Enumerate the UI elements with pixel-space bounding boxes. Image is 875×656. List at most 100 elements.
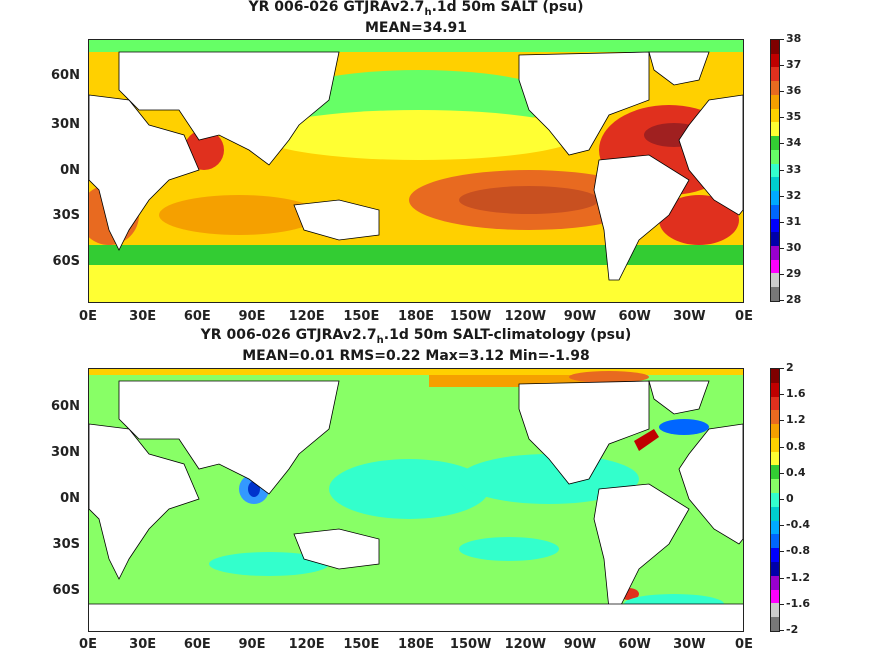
chart2-ylabel-60n: 60N: [51, 399, 80, 414]
chart1-map-svg: [89, 40, 743, 302]
chart1-ylabel-0n: 0N: [60, 163, 80, 178]
colorbar-swatch: [771, 177, 779, 192]
x-tick-label: 30W: [673, 637, 706, 652]
colorbar-swatch: [771, 396, 779, 411]
colorbar-swatch: [771, 520, 779, 535]
x-tick-label: 120E: [288, 637, 325, 652]
colorbar-label: 0.8: [786, 439, 806, 453]
colorbar-swatch: [771, 40, 779, 54]
x-tick-label: 180E: [397, 637, 435, 652]
x-tick-label: 60E: [183, 309, 211, 324]
colorbar-swatch: [771, 534, 779, 549]
x-tick-label: 0E: [735, 309, 753, 324]
x-tick-label: 60E: [183, 637, 211, 652]
colorbar-swatch: [771, 218, 779, 233]
colorbar-swatch: [771, 259, 779, 274]
x-tick-label: 150W: [449, 637, 492, 652]
colorbar-swatch: [771, 479, 779, 494]
x-tick-label: 60W: [618, 309, 651, 324]
colorbar-label: 33: [786, 162, 802, 176]
x-tick-label: 90E: [238, 637, 266, 652]
x-tick-label: 90W: [563, 637, 597, 652]
chart2-colorbar: [770, 368, 780, 632]
colorbar-swatch: [771, 53, 779, 68]
chart2-map: [88, 368, 744, 632]
colorbar-swatch: [771, 273, 779, 288]
chart2-ylabel-30n: 30N: [51, 445, 80, 460]
chart1-colorbar: [770, 39, 780, 302]
colorbar-tick: [780, 394, 784, 396]
colorbar-tick: [780, 143, 784, 145]
colorbar-tick: [780, 603, 784, 605]
colorbar-swatch: [771, 548, 779, 562]
colorbar-tick: [780, 551, 784, 553]
colorbar-swatch: [771, 603, 779, 618]
colorbar-swatch: [771, 122, 779, 137]
chart2-title-line1: YR 006-026 GTJRAv2.7h.1d 50m SALT-climat…: [88, 326, 744, 350]
x-tick-label: 120E: [288, 309, 325, 324]
colorbar-swatch: [771, 94, 779, 109]
colorbar-swatch: [771, 424, 779, 438]
colorbar-tick: [780, 169, 784, 171]
chart2-title-a: YR 006-026 GTJRAv2.7: [200, 327, 377, 343]
colorbar-label: 29: [786, 266, 802, 280]
x-tick-label: 60W: [618, 637, 651, 652]
colorbar-swatch: [771, 136, 779, 150]
chart1-title-line2: MEAN=34.91: [364, 20, 468, 36]
colorbar-swatch: [771, 575, 779, 590]
x-tick-label: 150E: [343, 637, 380, 652]
x-tick-label: 30E: [129, 637, 157, 652]
colorbar-tick: [780, 91, 784, 93]
colorbar-swatch: [771, 204, 779, 219]
colorbar-swatch: [771, 617, 779, 631]
colorbar-tick: [780, 221, 784, 223]
x-tick-label: 120W: [504, 309, 547, 324]
colorbar-swatch: [771, 287, 779, 301]
colorbar-swatch: [771, 149, 779, 164]
colorbar-tick: [780, 630, 784, 631]
colorbar-swatch: [771, 506, 779, 521]
colorbar-swatch: [771, 81, 779, 95]
x-tick-label: 90E: [238, 309, 266, 324]
colorbar-label: 37: [786, 58, 802, 72]
colorbar-tick: [780, 525, 784, 527]
colorbar-tick: [780, 446, 784, 448]
colorbar-swatch: [771, 163, 779, 178]
chart2-ylabel-30s: 30S: [52, 537, 80, 552]
colorbar-label: -0.8: [786, 544, 811, 558]
chart1-ylabel-30n: 30N: [51, 117, 80, 132]
x-tick-label: 150W: [449, 309, 492, 324]
colorbar-label: 0.4: [786, 465, 806, 479]
colorbar-swatch: [771, 589, 779, 604]
colorbar-tick: [780, 65, 784, 67]
colorbar-tick: [780, 577, 784, 579]
colorbar-swatch: [771, 108, 779, 123]
colorbar-label: 35: [786, 110, 802, 124]
colorbar-swatch: [771, 232, 779, 247]
chart1-ylabel-60s: 60S: [52, 254, 80, 269]
colorbar-tick: [780, 499, 784, 500]
colorbar-swatch: [771, 246, 779, 260]
colorbar-label: 36: [786, 84, 802, 98]
chart1-title-sub: h: [424, 6, 432, 18]
x-tick-label: 0E: [735, 637, 753, 652]
x-tick-label: 30W: [673, 309, 706, 324]
chart1-map: [88, 39, 744, 303]
colorbar-swatch: [771, 465, 779, 480]
chart2-map-svg: [89, 369, 743, 631]
x-tick-label: 90W: [563, 309, 597, 324]
colorbar-label: 38: [786, 32, 802, 45]
colorbar-swatch: [771, 437, 779, 452]
chart2-title-sub: h: [376, 334, 384, 346]
colorbar-label: -1.6: [786, 596, 811, 610]
x-tick-label: 0E: [79, 637, 97, 652]
x-tick-label: 150E: [343, 309, 380, 324]
colorbar-tick: [780, 420, 784, 422]
chart2-title-b: .1d 50m SALT-climatology (psu): [383, 327, 632, 343]
chart1-ylabel-60n: 60N: [51, 68, 80, 83]
colorbar-tick: [780, 472, 784, 474]
colorbar-label: 1.6: [786, 387, 806, 401]
colorbar-swatch: [771, 191, 779, 205]
colorbar-label: 32: [786, 188, 802, 202]
x-tick-label: 30E: [129, 309, 157, 324]
